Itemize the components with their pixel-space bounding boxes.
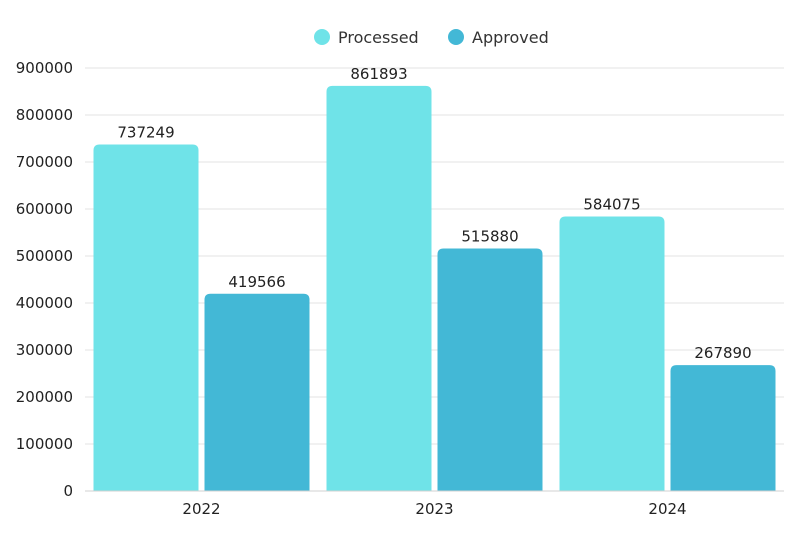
legend-marker [314, 29, 330, 45]
bar-processed-2023 [326, 85, 432, 492]
data-labels: 737249 419566 861893 515880 584075 267890 [117, 65, 751, 362]
bar-approved-2022 [204, 293, 310, 491]
data-label: 737249 [117, 123, 174, 141]
legend-label: Processed [338, 28, 419, 47]
data-label: 419566 [228, 273, 285, 291]
y-tick-label: 600000 [16, 200, 73, 218]
data-label: 515880 [461, 228, 518, 246]
legend-label: Approved [472, 28, 549, 47]
x-tick-label: 2022 [182, 500, 220, 518]
bar-processed-2022 [93, 144, 199, 491]
bar-approved-2023 [437, 248, 543, 491]
bars [93, 85, 776, 492]
y-tick-label: 100000 [16, 435, 73, 453]
y-tick-label: 400000 [16, 294, 73, 312]
data-label: 267890 [694, 344, 751, 362]
legend: Processed Approved [314, 28, 549, 47]
bar-approved-2024 [670, 365, 776, 491]
grid [85, 67, 784, 445]
bar-processed-2024 [559, 216, 665, 492]
y-tick-label: 700000 [16, 153, 73, 171]
y-tick-label: 800000 [16, 106, 73, 124]
legend-marker [448, 29, 464, 45]
y-tick-label: 200000 [16, 388, 73, 406]
x-tick-label: 2023 [415, 500, 453, 518]
data-label: 584075 [583, 195, 640, 213]
data-label: 861893 [350, 65, 407, 83]
y-tick-label: 300000 [16, 341, 73, 359]
y-tick-label: 500000 [16, 247, 73, 265]
y-tick-label: 900000 [16, 59, 73, 77]
y-tick-label: 0 [63, 482, 73, 500]
x-tick-label: 2024 [648, 500, 686, 518]
axes: 0 100000 200000 300000 400000 500000 600000 700… [16, 59, 784, 518]
